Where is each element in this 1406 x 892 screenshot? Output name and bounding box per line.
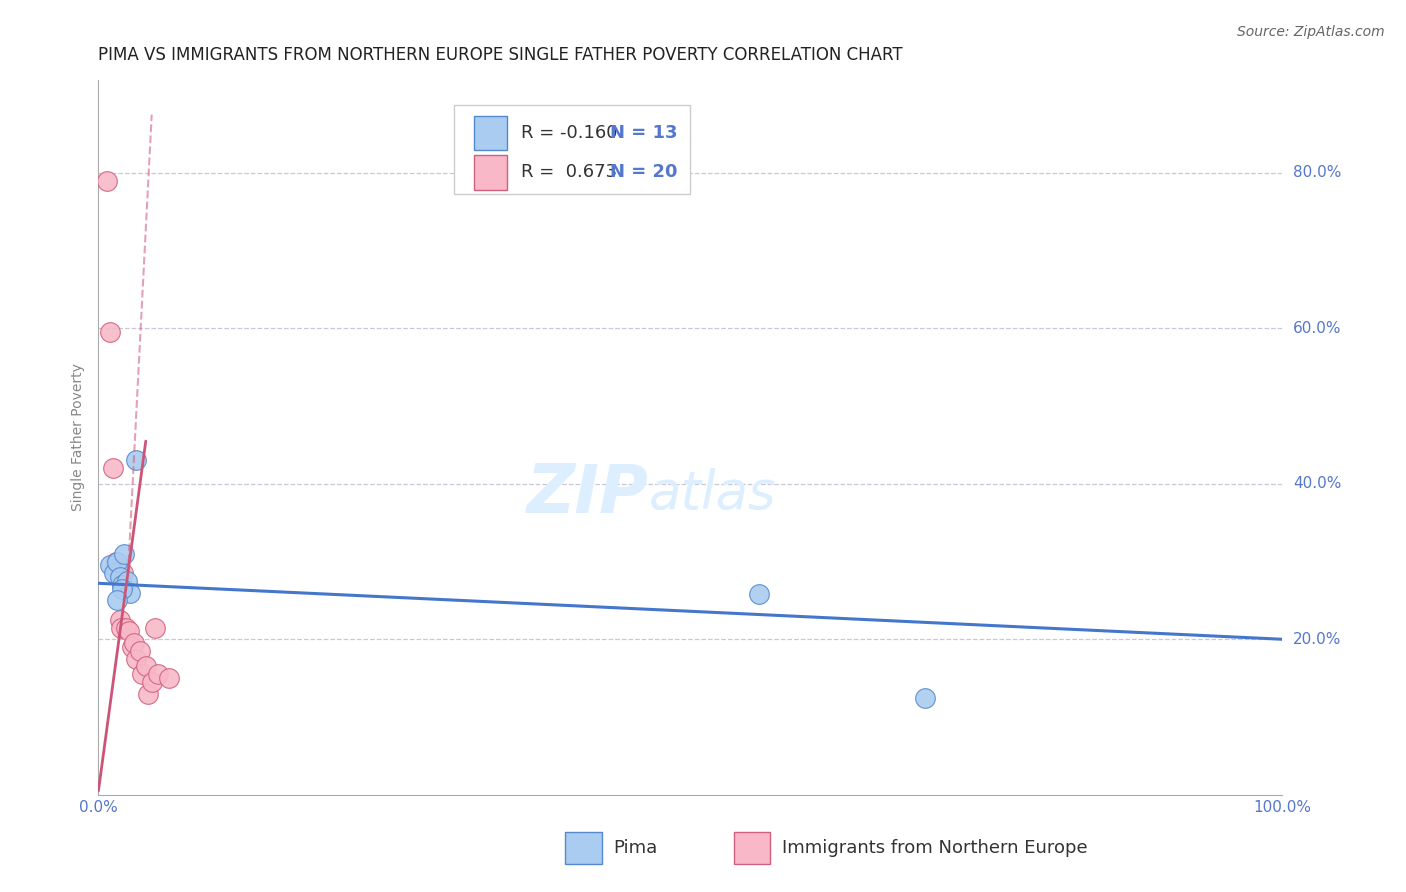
Point	[131, 667, 153, 681]
Point	[914, 690, 936, 705]
Text: Immigrants from Northern Europe: Immigrants from Northern Europe	[782, 839, 1087, 857]
Point	[105, 593, 128, 607]
Text: R = -0.160: R = -0.160	[522, 124, 617, 142]
Point	[125, 453, 148, 467]
Point	[121, 640, 143, 654]
Text: N = 20: N = 20	[610, 163, 678, 181]
Point	[103, 566, 125, 581]
Point	[128, 644, 150, 658]
Text: N = 13: N = 13	[610, 124, 678, 142]
Point	[101, 461, 124, 475]
Point	[146, 667, 169, 681]
Point	[120, 585, 142, 599]
Y-axis label: Single Father Poverty: Single Father Poverty	[72, 363, 86, 511]
Point	[141, 675, 163, 690]
Text: 40.0%: 40.0%	[1294, 476, 1341, 491]
Text: 60.0%: 60.0%	[1294, 321, 1341, 336]
Point	[118, 624, 141, 639]
Point	[108, 613, 131, 627]
Point	[135, 659, 157, 673]
Bar	[474, 155, 506, 190]
Text: atlas: atlas	[650, 468, 776, 520]
Text: 20.0%: 20.0%	[1294, 632, 1341, 647]
Point	[114, 547, 136, 561]
FancyBboxPatch shape	[454, 104, 690, 194]
Text: Source: ZipAtlas.com: Source: ZipAtlas.com	[1237, 25, 1385, 39]
Point	[159, 671, 181, 685]
Point	[111, 578, 134, 592]
Point	[98, 325, 121, 339]
Point	[96, 174, 118, 188]
Text: R =  0.673: R = 0.673	[522, 163, 617, 181]
Point	[98, 558, 121, 573]
Text: PIMA VS IMMIGRANTS FROM NORTHERN EUROPE SINGLE FATHER POVERTY CORRELATION CHART: PIMA VS IMMIGRANTS FROM NORTHERN EUROPE …	[98, 46, 903, 64]
Point	[108, 570, 131, 584]
Point	[114, 621, 136, 635]
Point	[105, 555, 128, 569]
Point	[105, 555, 128, 569]
Point	[143, 621, 166, 635]
Bar	[474, 116, 506, 150]
Point	[748, 587, 770, 601]
Point	[112, 566, 135, 581]
Text: 80.0%: 80.0%	[1294, 165, 1341, 180]
Point	[115, 574, 138, 588]
Point	[110, 621, 132, 635]
Point	[125, 651, 148, 665]
Text: Pima: Pima	[613, 839, 657, 857]
Point	[122, 636, 145, 650]
Point	[111, 582, 134, 596]
Text: ZIP: ZIP	[527, 461, 650, 527]
Point	[136, 687, 159, 701]
